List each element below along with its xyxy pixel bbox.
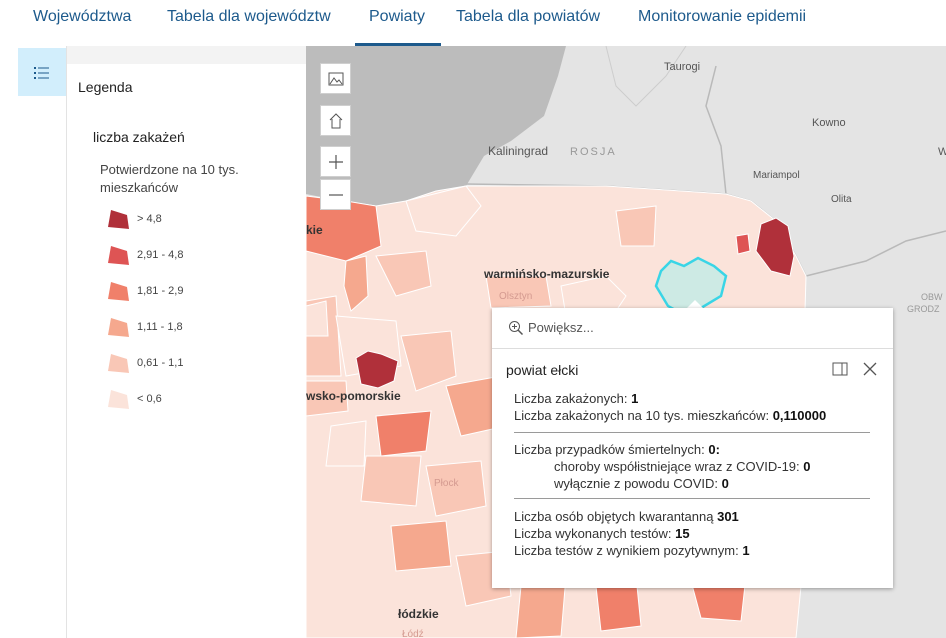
legend-field-name: Potwierdzone na 10 tys. mieszkańców (100, 162, 239, 195)
map-label: Łódź (402, 629, 424, 638)
tab-wojewodztwa[interactable]: Województwa (33, 8, 132, 25)
popup-divider (514, 432, 870, 433)
covid-only-row: wyłącznie z powodu COVID: 0 (554, 476, 729, 491)
feature-popup: Powiększ... powiat ełcki Liczba zakażony… (492, 308, 893, 588)
close-icon[interactable] (863, 362, 877, 376)
map-label: Kaliningrad (488, 144, 548, 158)
legend-swatch-1 (108, 210, 129, 229)
map-label: Kowno (812, 117, 846, 129)
tests-row: Liczba wykonanych testów: 15 (514, 526, 690, 541)
selected-district[interactable] (654, 256, 728, 318)
tab-powiaty[interactable]: Powiaty (355, 0, 441, 46)
basemap-gallery-icon (328, 72, 344, 86)
widget-strip (0, 46, 67, 638)
deaths-label: Liczba przypadków śmiertelnych: (514, 442, 705, 457)
baltic-sea (306, 46, 566, 206)
top-navigation: Województwa Tabela dla województw Powiat… (0, 0, 946, 46)
zoom-to-icon (509, 321, 524, 336)
map-label: Płock (434, 478, 459, 489)
map-label: wsko-pomorskie (306, 389, 401, 403)
map-label: kie (306, 223, 323, 237)
positive-row: Liczba testów z wynikiem pozytywnym: 1 (514, 543, 750, 558)
comorb-value: 0 (803, 459, 811, 474)
tests-label: Liczba wykonanych testów: (514, 526, 672, 541)
map-label: Taurogi (664, 61, 700, 73)
legend-class-label: < 0,6 (137, 393, 162, 405)
tab-monitorowanie-epidemii[interactable]: Monitorowanie epidemii (638, 8, 807, 25)
zoom-out-icon (329, 194, 343, 196)
positive-value: 1 (742, 543, 750, 558)
covid-only-value: 0 (721, 476, 729, 491)
legend-panel: Legenda liczba zakażeń Potwierdzone na 1… (67, 46, 306, 638)
map-label: Mariampol (753, 170, 800, 181)
legend-class-label: 1,81 - 2,9 (137, 285, 184, 297)
infected-value: 1 (631, 391, 639, 406)
infected-label: Liczba zakażonych: (514, 391, 628, 406)
quarantine-row: Liczba osób objętych kwarantanną 301 (514, 509, 739, 524)
comorb-label: choroby współistniejące wraz z COVID-19: (554, 459, 800, 474)
legend-class-label: 2,91 - 4,8 (137, 249, 184, 261)
legend-swatch-3 (108, 282, 129, 301)
legend-panel-header (67, 46, 306, 64)
tab-tabela-powiatow[interactable]: Tabela dla powiatów (456, 8, 601, 25)
home-icon (329, 113, 343, 129)
zoom-to-label: Powiększ... (528, 320, 594, 335)
tab-tabela-wojewodztw[interactable]: Tabela dla województw (167, 8, 331, 25)
dock-icon[interactable] (832, 362, 848, 376)
map-label: Olita (831, 194, 852, 205)
comorb-row: choroby współistniejące wraz z COVID-19:… (554, 459, 811, 474)
home-button[interactable] (320, 105, 351, 136)
popup-pointer (686, 300, 704, 309)
map-label: GRODZ (907, 304, 940, 314)
popup-zoom-action[interactable]: Powiększ... (492, 308, 893, 349)
per10k-label: Liczba zakażonych na 10 tys. mieszkańców… (514, 408, 770, 423)
popup-title: powiat ełcki (506, 362, 579, 378)
list-icon (34, 67, 49, 79)
legend-swatch-6 (108, 390, 129, 409)
zoom-out-button[interactable] (320, 179, 351, 210)
deaths-row: Liczba przypadków śmiertelnych: 0: (514, 442, 720, 457)
infected-row: Liczba zakażonych: 1 (514, 391, 638, 406)
legend-class-label: > 4,8 (137, 213, 162, 225)
tests-value: 15 (675, 526, 690, 541)
basemap-gallery-button[interactable] (320, 63, 351, 94)
deaths-value: 0: (708, 442, 720, 457)
legend-swatch-5 (108, 354, 129, 373)
zoom-in-icon (329, 155, 343, 169)
zoom-in-button[interactable] (320, 146, 351, 177)
legend-swatch-2 (108, 246, 129, 265)
quarantine-label: Liczba osób objętych kwarantanną (514, 509, 714, 524)
district-high[interactable] (355, 350, 399, 389)
legend-layer-name: liczba zakażeń (93, 129, 185, 145)
legend-swatch-4 (108, 318, 129, 337)
map-label: OBW (921, 292, 943, 302)
legend-class-label: 0,61 - 1,1 (137, 357, 184, 369)
legend-class-label: 1,11 - 1,8 (137, 321, 183, 333)
per10k-row: Liczba zakażonych na 10 tys. mieszkańców… (514, 408, 826, 423)
map-label: W (938, 146, 946, 158)
map-label: łódzkie (398, 607, 439, 621)
map-label: warmińsko-mazurskie (483, 267, 610, 281)
legend-title: Legenda (78, 79, 133, 95)
positive-label: Liczba testów z wynikiem pozytywnym: (514, 543, 739, 558)
district-high[interactable] (755, 217, 795, 277)
popup-divider (514, 498, 870, 499)
map-label: ROSJA (570, 146, 617, 158)
per10k-value: 0,110000 (772, 408, 827, 423)
covid-only-label: wyłącznie z powodu COVID: (554, 476, 719, 491)
map-label: Olsztyn (499, 291, 532, 302)
legend-toggle-button[interactable] (18, 48, 66, 96)
quarantine-value: 301 (717, 509, 739, 524)
